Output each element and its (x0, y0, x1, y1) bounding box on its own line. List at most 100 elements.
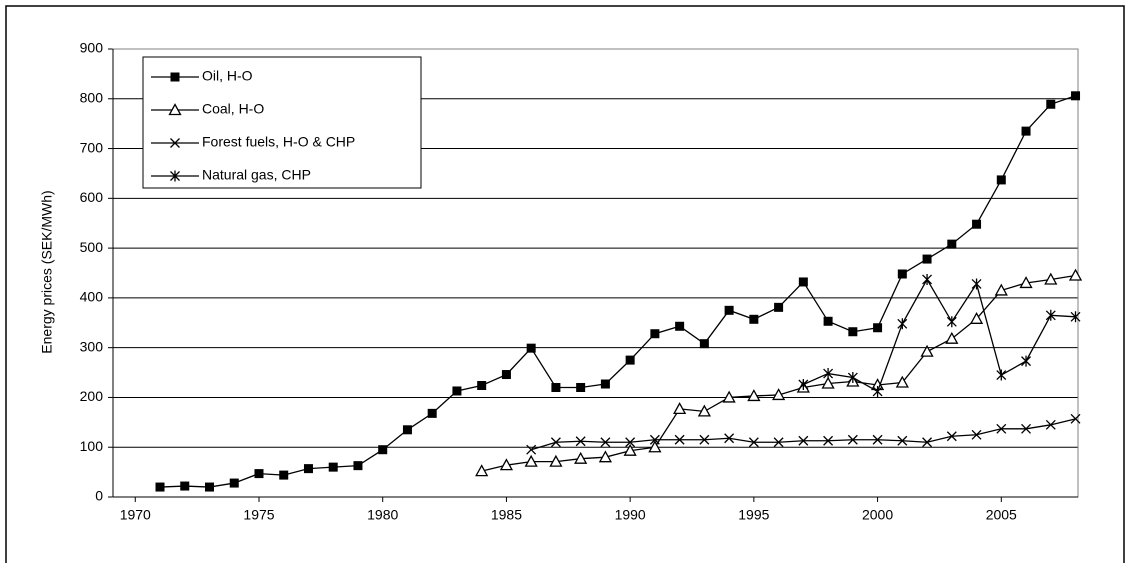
x-tick-label: 2000 (862, 507, 893, 523)
data-point (823, 368, 834, 380)
data-point (303, 464, 313, 474)
data-point (945, 331, 959, 344)
data-point (773, 437, 784, 448)
data-point (946, 431, 957, 442)
data-point (920, 344, 934, 357)
legend-label: Oil, H-O (202, 68, 253, 84)
data-point (1021, 423, 1031, 434)
data-point (1044, 272, 1058, 285)
data-point (823, 435, 834, 446)
data-point (872, 385, 883, 397)
legend-label: Natural gas, CHP (202, 167, 311, 183)
data-point (598, 450, 612, 463)
data-point (724, 305, 734, 315)
data-point (477, 380, 487, 390)
data-point (848, 327, 858, 337)
series-line (803, 278, 1076, 393)
data-point (427, 408, 437, 418)
data-point (823, 316, 833, 326)
data-point (155, 482, 165, 492)
data-point (749, 314, 759, 324)
y-tick-label: 0 (95, 488, 103, 504)
data-point (452, 386, 462, 396)
data-point (969, 311, 984, 324)
data-point (600, 437, 611, 448)
data-point (180, 481, 190, 491)
data-point (673, 402, 687, 415)
data-point (328, 462, 338, 472)
data-point (501, 370, 511, 380)
data-point (254, 469, 264, 479)
data-point (1045, 309, 1056, 321)
x-tick-label: 1995 (738, 507, 769, 523)
data-point (897, 269, 907, 279)
data-point (774, 302, 784, 312)
data-point (353, 461, 363, 471)
legend-box (142, 56, 422, 189)
data-point (526, 444, 537, 455)
data-point (697, 404, 711, 417)
x-tick-label: 1980 (367, 507, 398, 523)
data-point (600, 379, 610, 389)
data-point (649, 434, 660, 445)
data-point (798, 435, 809, 446)
y-axis-label: Energy prices (SEK/MWh) (39, 190, 55, 353)
data-point (229, 478, 239, 488)
legend-marker (170, 72, 180, 82)
data-point (475, 464, 489, 477)
data-point (1068, 268, 1083, 281)
data-point (873, 323, 883, 333)
data-point (847, 372, 858, 384)
data-point (378, 445, 388, 455)
data-point (623, 443, 637, 456)
x-tick-label: 2005 (986, 507, 1017, 523)
y-tick-label: 800 (80, 89, 104, 105)
data-point (922, 273, 933, 285)
data-point (798, 379, 809, 391)
data-point (1021, 355, 1031, 367)
data-point (821, 376, 835, 389)
data-point (724, 433, 735, 444)
data-point (575, 436, 586, 447)
data-point (650, 329, 660, 339)
x-tick-label: 1975 (243, 507, 274, 523)
data-point (872, 434, 883, 445)
data-point (971, 278, 982, 290)
data-point (1045, 419, 1056, 430)
data-point (699, 339, 709, 349)
data-point (1070, 413, 1081, 424)
data-point (847, 434, 858, 445)
data-point (576, 382, 586, 392)
legend-marker (168, 103, 182, 116)
data-point (996, 369, 1007, 381)
data-point (279, 470, 289, 480)
data-point (922, 254, 932, 264)
legend-marker (170, 170, 180, 182)
data-point (897, 318, 908, 330)
y-tick-label: 600 (80, 189, 104, 205)
data-point (550, 437, 561, 448)
data-point (1021, 126, 1031, 136)
y-tick-label: 900 (80, 40, 104, 56)
data-point (699, 434, 710, 445)
data-point (994, 283, 1008, 296)
data-point (895, 375, 909, 388)
y-tick-label: 500 (80, 239, 104, 255)
data-point (648, 440, 662, 453)
data-point (402, 425, 412, 435)
y-tick-label: 200 (80, 388, 104, 404)
data-point (947, 239, 957, 249)
data-point (946, 316, 957, 328)
data-point (674, 434, 685, 445)
data-point (1019, 276, 1033, 289)
data-point (897, 435, 908, 446)
data-point (549, 454, 563, 467)
data-point (574, 451, 588, 464)
data-point (205, 482, 214, 492)
legend-label: Coal, H-O (202, 101, 264, 117)
data-point (526, 343, 536, 353)
data-point (747, 389, 761, 402)
data-point (524, 454, 538, 467)
legend-label: Forest fuels, H-O & CHP (202, 134, 355, 150)
data-point (971, 429, 982, 440)
